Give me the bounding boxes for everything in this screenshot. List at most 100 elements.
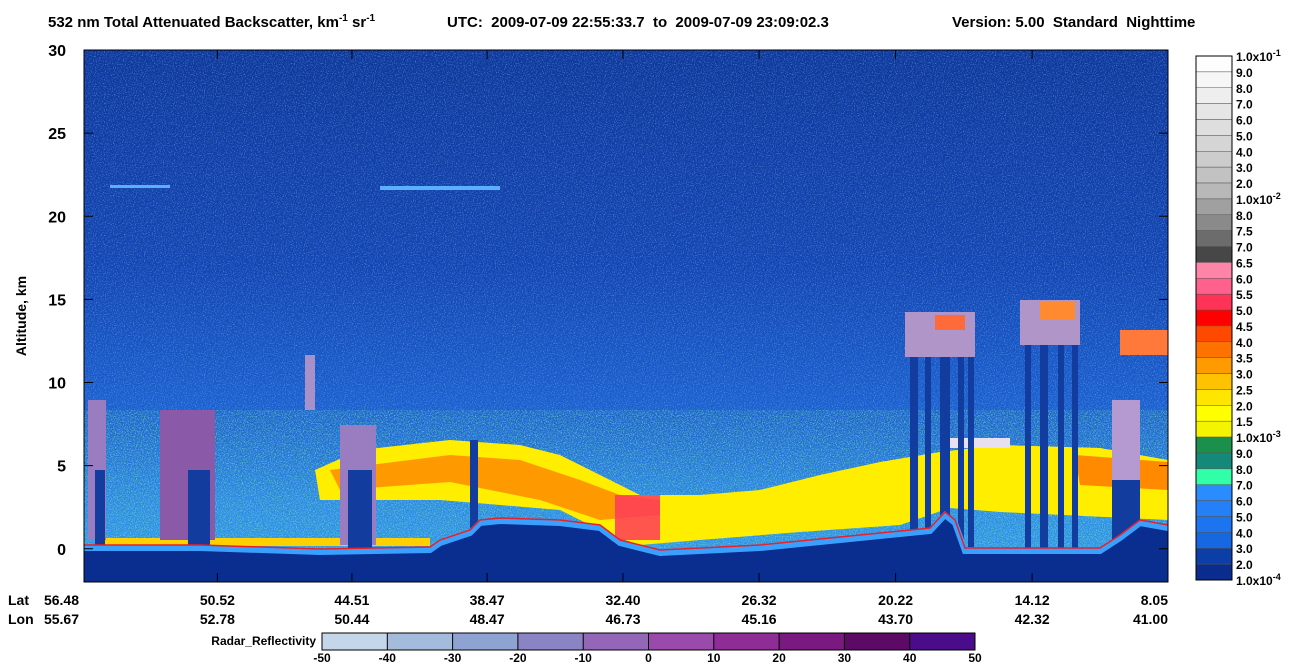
column xyxy=(925,357,931,532)
colorbar-label-base: 4.5 xyxy=(1236,320,1253,334)
below-surface xyxy=(84,516,1168,582)
colorbar-label: 1.0x10-3 xyxy=(1236,429,1281,445)
colorbar-label: 9.0 xyxy=(1236,66,1253,80)
column xyxy=(1040,345,1048,550)
cirrus xyxy=(1040,302,1075,320)
colorbar-label-base: 6.0 xyxy=(1236,272,1253,286)
cloud xyxy=(950,438,1010,448)
lat-tick-label: 32.40 xyxy=(605,592,640,608)
colorbar-label-base: 5.0 xyxy=(1236,129,1253,143)
colorbar-bin xyxy=(1195,166,1233,184)
colorbar-label: 5.5 xyxy=(1236,288,1253,302)
radar-frame xyxy=(321,632,976,651)
colorbar-bin xyxy=(1195,246,1233,263)
colorbar-label: 9.0 xyxy=(1236,447,1253,461)
radar-tick-label: 20 xyxy=(772,651,786,665)
lat-tick-label: 26.32 xyxy=(742,592,777,608)
colorbar-label-base: 2.0 xyxy=(1236,558,1253,572)
colorbar-label: 8.0 xyxy=(1236,463,1253,477)
lon-tick-label: 43.70 xyxy=(878,611,913,627)
column xyxy=(188,470,210,550)
colorbar-label-base: 7.0 xyxy=(1236,479,1253,493)
colorbar-label: 3.0 xyxy=(1236,161,1253,175)
radar-bin xyxy=(517,633,584,650)
radar-label: Radar_Reflectivity xyxy=(211,634,316,648)
column xyxy=(958,357,964,547)
y-tick-label: 15 xyxy=(48,292,66,309)
colorbar-bin xyxy=(1195,547,1233,565)
column xyxy=(1025,345,1031,550)
lat-tick-label: 44.51 xyxy=(334,592,369,608)
colorbar-label-base: 8.0 xyxy=(1236,82,1253,96)
colorbar-label: 2.0 xyxy=(1236,558,1253,572)
lat-tick-label: 56.48 xyxy=(44,592,79,608)
colorbar-bin xyxy=(1195,151,1233,168)
colorbar-bin xyxy=(1195,71,1233,89)
y-tick-label: 30 xyxy=(48,43,66,60)
colorbar-label-base: 6.0 xyxy=(1236,114,1253,128)
y-tick-label: 20 xyxy=(48,209,66,226)
colorbar-label-base: 1.0x10 xyxy=(1236,193,1273,207)
surface-elevation xyxy=(84,510,1168,551)
colorbar-bin xyxy=(1195,357,1233,374)
backscatter-image xyxy=(84,50,1168,582)
y-axis-label: Altitude, km xyxy=(13,276,29,356)
colorbar-bin xyxy=(1195,484,1233,501)
colorbar-label: 5.0 xyxy=(1236,304,1253,318)
column xyxy=(95,470,105,550)
colorbar-label-base: 1.0x10 xyxy=(1236,50,1273,64)
radar-tick-label: -30 xyxy=(444,651,462,665)
colorbar-label: 5.0 xyxy=(1236,129,1253,143)
colorbar-label: 7.0 xyxy=(1236,98,1253,112)
colorbar-bin xyxy=(1195,389,1233,406)
colorbar-bin xyxy=(1195,468,1233,485)
lat-tick-label: 50.52 xyxy=(200,592,235,608)
colorbar-bin xyxy=(1195,278,1233,295)
colorbar-label-base: 4.0 xyxy=(1236,145,1253,159)
colorbar-label-base: 3.0 xyxy=(1236,161,1253,175)
colorbar-label: 5.0 xyxy=(1236,510,1253,524)
cloud xyxy=(305,355,315,410)
x-row-label: Lat xyxy=(8,592,29,608)
colorbar-bin xyxy=(1195,55,1233,73)
colorbar-label: 3.0 xyxy=(1236,542,1253,556)
radar-tick-label: -50 xyxy=(313,651,331,665)
radar-bin xyxy=(844,633,910,650)
colorbar-label: 6.0 xyxy=(1236,272,1253,286)
lat-tick-label: 8.05 xyxy=(1141,592,1168,608)
attenuated-columns xyxy=(95,345,1140,550)
title-superscript: -1 xyxy=(366,13,375,24)
colorbar-label: 7.0 xyxy=(1236,241,1253,255)
colorbar-label-base: 5.0 xyxy=(1236,510,1253,524)
colorbar-label-exponent: -1 xyxy=(1273,48,1281,58)
colorbar-label-base: 2.0 xyxy=(1236,399,1253,413)
colorbar-label-base: 7.0 xyxy=(1236,98,1253,112)
lon-tick-label: 46.73 xyxy=(605,611,640,627)
colorbar-bin xyxy=(1195,452,1233,470)
radar-tick-label: 10 xyxy=(707,651,721,665)
colorbar-label-exponent: -2 xyxy=(1273,191,1281,201)
colorbar-label-base: 1.0x10 xyxy=(1236,431,1273,445)
radar-tick-label: 30 xyxy=(838,651,852,665)
colorbar-frame xyxy=(1195,55,1233,581)
radar-tick-label: -10 xyxy=(575,651,593,665)
column xyxy=(940,357,950,527)
colorbar-bin xyxy=(1195,135,1233,152)
title-text: 532 nm Total Attenuated Backscatter, km xyxy=(48,14,339,31)
lon-tick-label: 48.47 xyxy=(470,611,505,627)
colorbar-label-exponent: -3 xyxy=(1273,429,1281,439)
colorbar-bin xyxy=(1195,214,1233,231)
utc-range: UTC: 2009-07-09 22:55:33.7 to 2009-07-09… xyxy=(447,14,829,31)
boundary-layer xyxy=(100,538,430,546)
colorbar-bin xyxy=(1195,373,1233,390)
colorbar-bin xyxy=(1195,87,1233,104)
column xyxy=(348,470,372,550)
radar-bin xyxy=(779,633,845,650)
colorbar-label: 3.0 xyxy=(1236,368,1253,382)
lat-tick-label: 20.22 xyxy=(878,592,913,608)
colorbar-label-base: 9.0 xyxy=(1236,66,1253,80)
colorbar-label-base: 1.0x10 xyxy=(1236,574,1273,588)
colorbar-label: 8.0 xyxy=(1236,209,1253,223)
